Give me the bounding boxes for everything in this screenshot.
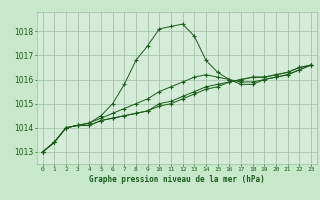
X-axis label: Graphe pression niveau de la mer (hPa): Graphe pression niveau de la mer (hPa) bbox=[89, 175, 265, 184]
